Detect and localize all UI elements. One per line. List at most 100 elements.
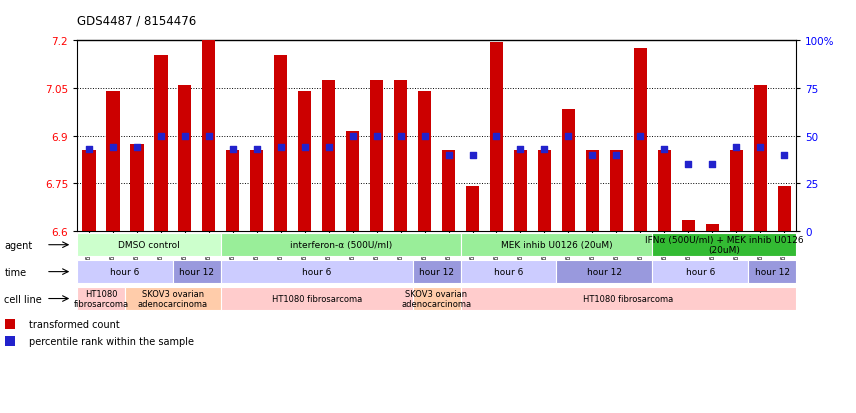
Bar	[106, 92, 120, 231]
Bar	[562, 109, 575, 231]
Bar	[221, 233, 461, 257]
Point	[394, 133, 407, 140]
Point	[130, 145, 144, 151]
Point	[705, 161, 719, 168]
Point	[609, 152, 623, 159]
Point	[418, 133, 431, 140]
Text: MEK inhib U0126 (20uM): MEK inhib U0126 (20uM)	[501, 241, 612, 249]
Point	[538, 146, 551, 153]
Text: IFNα (500U/ml) + MEK inhib U0126
(20uM): IFNα (500U/ml) + MEK inhib U0126 (20uM)	[645, 235, 804, 255]
Bar	[753, 85, 767, 231]
Bar	[681, 220, 695, 231]
Bar	[5, 319, 15, 329]
Bar	[178, 85, 192, 231]
Point	[82, 146, 96, 153]
Point	[753, 145, 767, 151]
Bar	[556, 260, 652, 284]
Bar	[461, 260, 556, 284]
Bar	[657, 150, 671, 231]
Point	[442, 152, 455, 159]
Bar	[413, 287, 461, 311]
Bar	[221, 260, 413, 284]
Text: hour 12: hour 12	[180, 268, 214, 276]
Text: hour 6: hour 6	[494, 268, 523, 276]
Text: SKOV3 ovarian
adenocarcinoma: SKOV3 ovarian adenocarcinoma	[401, 289, 472, 309]
Bar	[442, 150, 455, 231]
Bar	[413, 260, 461, 284]
Bar	[652, 233, 796, 257]
Text: time: time	[4, 267, 27, 277]
Point	[370, 133, 383, 140]
Text: hour 6: hour 6	[686, 268, 715, 276]
Text: GDS4487 / 8154476: GDS4487 / 8154476	[77, 14, 196, 27]
Text: hour 12: hour 12	[755, 268, 789, 276]
Bar	[173, 260, 221, 284]
Bar	[298, 92, 312, 231]
Point	[322, 145, 336, 151]
Bar	[274, 55, 288, 231]
Point	[106, 145, 120, 151]
Bar	[370, 81, 383, 231]
Point	[298, 145, 312, 151]
Bar	[82, 150, 96, 231]
Bar	[586, 150, 599, 231]
Bar	[130, 144, 144, 231]
Bar	[125, 287, 221, 311]
Bar	[633, 49, 647, 231]
Point	[514, 146, 527, 153]
Text: hour 6: hour 6	[110, 268, 140, 276]
Bar	[250, 150, 264, 231]
Point	[346, 133, 360, 140]
Bar	[154, 55, 168, 231]
Text: cell line: cell line	[4, 294, 42, 304]
Bar	[748, 260, 796, 284]
Bar	[461, 233, 652, 257]
Text: DMSO control: DMSO control	[118, 241, 180, 249]
Point	[562, 133, 575, 140]
Bar	[346, 132, 360, 231]
Bar	[652, 260, 748, 284]
Bar	[461, 287, 796, 311]
Bar	[202, 41, 216, 231]
Text: hour 12: hour 12	[587, 268, 621, 276]
Bar	[77, 233, 221, 257]
Text: transformed count: transformed count	[29, 319, 120, 329]
Text: HT1080
fibrosarcoma: HT1080 fibrosarcoma	[74, 289, 128, 309]
Point	[633, 133, 647, 140]
Bar	[221, 287, 413, 311]
Text: agent: agent	[4, 240, 33, 250]
Point	[681, 161, 695, 168]
Bar	[609, 150, 623, 231]
Point	[586, 152, 599, 159]
Point	[777, 152, 791, 159]
Text: hour 6: hour 6	[302, 268, 331, 276]
Bar	[514, 150, 527, 231]
Bar	[394, 81, 407, 231]
Bar	[5, 336, 15, 346]
Point	[178, 133, 192, 140]
Bar	[490, 43, 503, 231]
Bar	[77, 287, 125, 311]
Text: HT1080 fibrosarcoma: HT1080 fibrosarcoma	[583, 294, 674, 303]
Text: hour 12: hour 12	[419, 268, 454, 276]
Bar	[705, 225, 719, 231]
Bar	[77, 260, 173, 284]
Point	[274, 145, 288, 151]
Bar	[226, 150, 240, 231]
Point	[490, 133, 503, 140]
Point	[729, 145, 743, 151]
Bar	[322, 81, 336, 231]
Point	[154, 133, 168, 140]
Point	[226, 146, 240, 153]
Point	[202, 133, 216, 140]
Point	[657, 146, 671, 153]
Bar	[538, 150, 551, 231]
Bar	[418, 92, 431, 231]
Text: interferon-α (500U/ml): interferon-α (500U/ml)	[289, 241, 392, 249]
Text: percentile rank within the sample: percentile rank within the sample	[29, 336, 193, 346]
Bar	[729, 150, 743, 231]
Text: HT1080 fibrosarcoma: HT1080 fibrosarcoma	[271, 294, 362, 303]
Bar	[777, 187, 791, 231]
Text: SKOV3 ovarian
adenocarcinoma: SKOV3 ovarian adenocarcinoma	[138, 289, 208, 309]
Bar	[466, 187, 479, 231]
